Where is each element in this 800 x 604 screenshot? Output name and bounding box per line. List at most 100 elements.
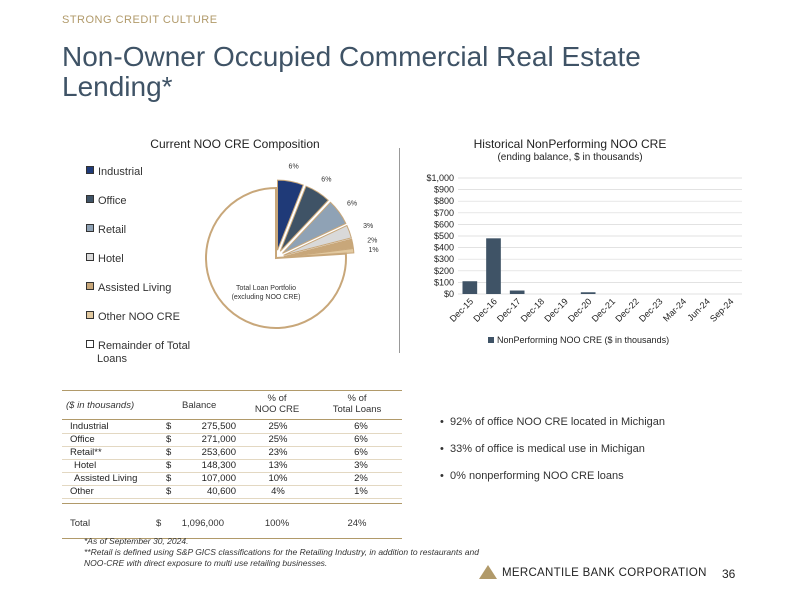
bar-chart-bars [462,238,596,294]
total-pct-noo: 100% [264,517,290,529]
pie-center-label-2: (excluding NOO CRE) [232,294,301,301]
y-tick-label: $0 [444,289,454,299]
row-pct-total: 2% [354,473,368,484]
section-eyebrow: STRONG CREDIT CULTURE [62,14,218,26]
legend-swatch [86,311,94,319]
table-body: Industrial $275,500 25% 6% Office $271,000 25%… [62,420,402,499]
row-currency: $ [166,420,172,432]
y-tick-label: $900 [434,185,454,195]
table-header: ($ in thousands) Balance % of NOO CRE % … [62,390,402,420]
table-header-pct-total-1: % of [347,393,367,404]
legend-item-other-noo-cre: Other NOO CRE [86,311,180,323]
y-tick-label: $100 [434,277,454,287]
row-currency: $ [166,486,172,497]
row-balance: 107,000 [201,473,236,484]
bar-legend-swatch [488,337,494,343]
pie-slice-other-noo-cre [283,247,355,258]
row-pct-noo: 4% [271,486,285,497]
bullet-item: 92% of office NOO CRE located in Michiga… [440,416,665,428]
total-pct-total: 24% [347,517,367,529]
x-tick-label: Dec-19 [542,296,570,324]
table-row: Other $40,600 4% 1% [62,485,402,498]
row-currency: $ [166,460,172,471]
row-name: Other [70,486,94,497]
legend-item-retail: Retail [86,224,126,236]
bullet-item: 33% of office is medical use in Michigan [440,443,645,455]
chart-divider [399,148,400,353]
bar-dec-15 [462,281,478,294]
x-tick-label: Dec-16 [471,296,499,324]
legend-item-remainder: Remainder of Total Loans [86,340,190,366]
table-header-pct-noo-1: % of [267,393,287,404]
pie-data-label: 3% [363,223,373,230]
x-tick-label: Dec-15 [448,296,476,324]
legend-swatch [86,340,94,348]
pie-data-label: 2% [367,238,377,245]
table-row: Industrial $275,500 25% 6% [62,420,402,433]
bullet-item: 0% nonperforming NOO CRE loans [440,470,624,482]
pie-data-label: 1% [369,247,379,254]
bar-chart-x-ticks: Dec-15Dec-16Dec-17Dec-18Dec-19Dec-20Dec-… [448,296,736,324]
row-currency: $ [166,447,172,458]
bar-chart-y-ticks: $0 $100$200 $300$400 $500 $600$700 $800$900 $1… [426,173,454,299]
pie-chart: 6% 6% 6% 3% 2% 1% Total Loan Portfolio (exclu… [205,164,379,329]
row-currency: $ [166,434,172,445]
row-balance: 253,600 [201,447,236,458]
pie-slice-remainder-of-total-loans [205,186,347,329]
bar-chart-title: Historical NonPerforming NOO CRE [473,137,667,151]
pie-data-labels: 6% 6% 6% 3% 2% 1% [289,164,379,254]
pie-chart-title: Current NOO CRE Composition [150,137,320,151]
legend-swatch [86,224,94,232]
row-pct-total: 6% [354,447,368,458]
row-name: Hotel [74,460,97,471]
y-tick-label: $400 [434,243,454,253]
bar-chart-subtitle: (ending balance, $ in thousands) [497,152,643,163]
y-tick-label: $300 [434,254,454,264]
table-row: Retail** $253,600 23% 6% [62,446,402,459]
row-pct-total: 3% [354,460,368,471]
total-currency: $ [156,517,162,529]
page-title: Non-Owner Occupied Commercial Real Estat… [62,41,641,102]
x-tick-label: Dec-23 [637,296,665,324]
row-pct-noo: 25% [268,434,288,445]
bar-chart: $0 $100$200 $300$400 $500 $600$700 $800$900 $1… [426,173,742,345]
row-balance: 271,000 [201,434,236,445]
pie-slice-industrial [276,179,304,251]
legend-item-industrial: Industrial [86,166,143,178]
x-tick-label: Dec-17 [495,296,523,324]
brand-logo-icon [479,565,497,579]
x-tick-label: Dec-22 [613,296,641,324]
bar-dec-17 [509,290,525,294]
row-name: Industrial [70,420,109,432]
legend-swatch [86,195,94,203]
row-pct-noo: 13% [268,460,288,471]
pie-slice-hotel [283,224,352,256]
pie-data-label: 6% [347,201,357,208]
row-pct-noo: 23% [268,447,288,458]
legend-item-assisted-living: Assisted Living [86,282,171,294]
table-header-pct-noo-2: NOO CRE [254,404,300,415]
legend-swatch [86,253,94,261]
row-name: Office [70,434,95,445]
legend-swatch [86,282,94,290]
bar-legend-label: NonPerforming NOO CRE ($ in thousands) [497,335,669,345]
pie-slice-assisted-living [283,238,354,257]
table-header-pct-total-2: Total Loans [332,404,382,415]
page-number: 36 [722,567,736,581]
pie-slices [205,179,355,329]
row-balance: 148,300 [201,460,236,471]
total-balance: 1,096,000 [181,517,224,529]
row-pct-noo: 10% [268,473,288,484]
y-tick-label: $600 [434,219,454,229]
pie-data-label: 6% [321,177,331,184]
x-tick-label: Dec-20 [566,296,594,324]
x-tick-label: Dec-18 [519,296,547,324]
x-tick-label: Dec-21 [590,296,618,324]
footnote-2: **Retail is defined using S&P GICS class… [84,547,479,557]
bar-chart-gridlines [458,177,742,295]
table-row: Hotel $148,300 13% 3% [62,459,402,472]
noo-cre-table: ($ in thousands) Balance % of NOO CRE % … [62,390,402,539]
brand-name: MERCANTILE BANK CORPORATION [502,567,707,579]
table-total-row: Total $ 1,096,000 100% 24% [62,502,402,539]
bar-dec-16 [486,238,501,294]
